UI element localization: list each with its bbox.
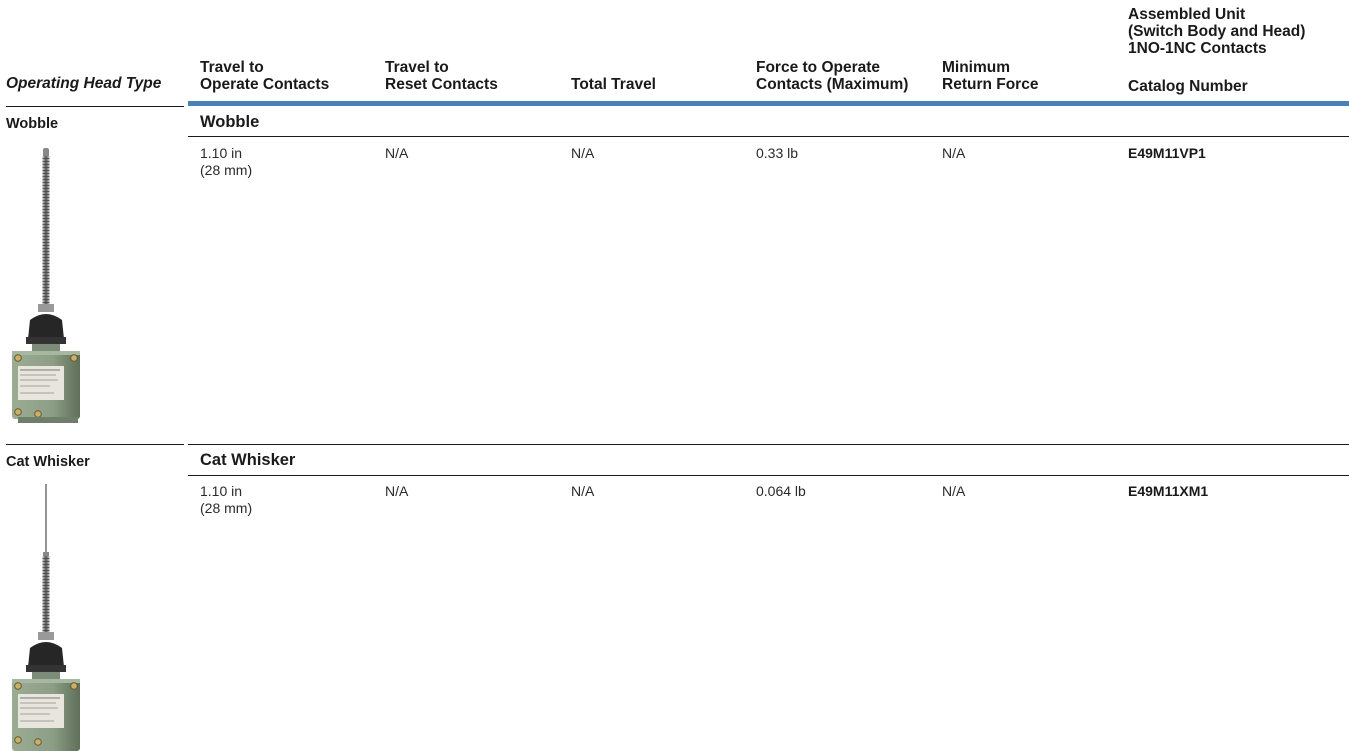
header-min-return: Minimum Return Force	[942, 59, 1039, 93]
header-travel-operate: Travel to Operate Contacts	[200, 59, 330, 93]
header-operating-head-type: Operating Head Type	[6, 75, 162, 92]
cell-travel-reset: N/A	[385, 145, 409, 161]
cell-travel-operate: 1.10 in (28 mm)	[200, 483, 253, 516]
header-total-travel: Total Travel	[571, 76, 656, 93]
top-rule-cat-whisker	[188, 444, 1349, 445]
cell-total-travel: N/A	[571, 145, 595, 161]
section-rule-wobble	[188, 136, 1349, 137]
cell-catalog-number: E49M11XM1	[1128, 483, 1209, 499]
header-travel-reset: Travel to Reset Contacts	[385, 59, 498, 93]
cell-force-operate: 0.33 lb	[756, 145, 799, 161]
wobble-switch-image	[12, 148, 80, 423]
row-type-cat-whisker: Cat Whisker	[6, 454, 90, 470]
cell-travel-operate: 1.10 in (28 mm)	[200, 145, 253, 178]
header-blue-rule	[188, 101, 1349, 106]
cell-min-return: N/A	[942, 483, 966, 499]
cat-whisker-switch-image	[12, 484, 80, 751]
cell-min-return: N/A	[942, 145, 966, 161]
cell-force-operate: 0.064 lb	[756, 483, 806, 499]
section-title-wobble: Wobble	[200, 113, 260, 131]
left-rule-cat-whisker	[6, 444, 184, 445]
section-title-cat-whisker: Cat Whisker	[200, 451, 296, 469]
header-force-operate: Force to Operate Contacts (Maximum)	[756, 59, 909, 93]
header-catalog-number: Catalog Number	[1128, 78, 1248, 95]
left-header-rule	[6, 106, 184, 107]
cell-travel-reset: N/A	[385, 483, 409, 499]
cell-total-travel: N/A	[571, 483, 595, 499]
row-type-wobble: Wobble	[6, 116, 59, 132]
section-rule-cat-whisker	[188, 475, 1349, 476]
header-assembled-unit: Assembled Unit (Switch Body and Head) 1N…	[1128, 6, 1306, 57]
cell-catalog-number: E49M11VP1	[1128, 145, 1206, 161]
